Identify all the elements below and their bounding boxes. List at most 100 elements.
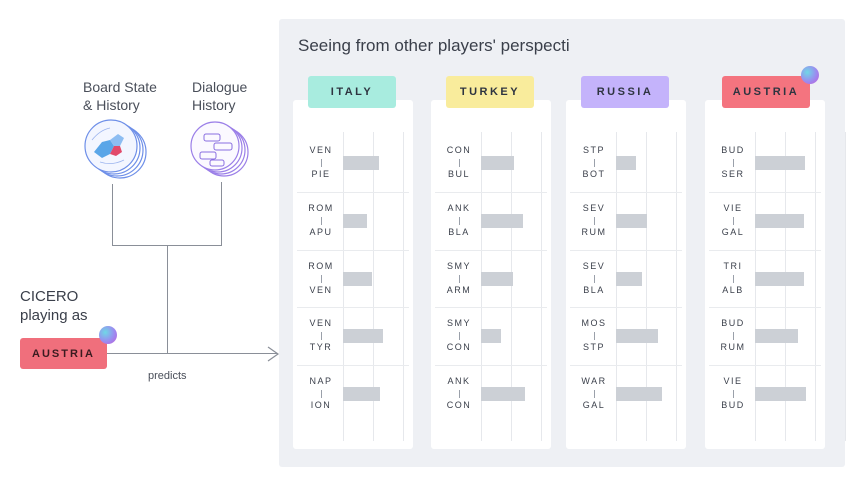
move-to-label: BOT [582,169,606,179]
move-from-label: STP [582,145,605,155]
row-separator [709,307,821,308]
predict-arrow-line [107,353,277,354]
down-connector [167,245,168,353]
probability-bar [481,214,523,228]
move-from-label: TRI [723,261,743,271]
panel-title: Seeing from other players' perspecti [298,36,570,55]
gridline [403,132,404,441]
move-connector [321,275,322,283]
probability-bar [755,329,798,343]
row-separator [709,192,821,193]
move-to-label: VEN [309,285,333,295]
move-connector [594,275,595,283]
gridline [845,132,846,441]
move-connector [459,275,460,283]
probability-bar [343,272,372,286]
probability-bar [343,156,379,170]
probability-bar [343,329,383,343]
move-connector [733,390,734,398]
move-connector [321,390,322,398]
gridline [755,132,756,441]
move-from-label: SEV [582,261,606,271]
move-from-label: ROM [308,203,334,213]
move-to-label: BUL [447,169,470,179]
move-to-label: ION [310,400,332,410]
gridline [343,132,344,441]
playing-country-badge: AUSTRIA [20,338,107,369]
move-to-label: BLA [583,285,605,295]
move-from-label: VIE [723,376,743,386]
row-separator [570,365,682,366]
austria-agent-icon [801,66,819,84]
move-to-label: SER [721,169,745,179]
probability-bar [616,387,662,401]
move-connector [321,159,322,167]
move-from-label: NAP [309,376,333,386]
gridline [481,132,482,441]
move-from-label: VEN [309,318,333,328]
row-separator [570,307,682,308]
gridline [646,132,647,441]
move-to-label: PIE [311,169,331,179]
probability-bar [481,329,501,343]
probability-bar [481,156,514,170]
move-connector [459,217,460,225]
probability-bar [755,387,806,401]
probability-bar [616,272,642,286]
row-separator [435,307,547,308]
move-from-label: SEV [582,203,606,213]
row-separator [297,365,409,366]
move-connector [733,217,734,225]
gridline [511,132,512,441]
move-from-label: VEN [309,145,333,155]
move-connector [733,159,734,167]
move-from-label: SMY [446,261,471,271]
cicero-label: CICERO playing as [20,288,88,324]
row-separator [570,250,682,251]
player-header-russia: RUSSIA [581,76,669,108]
board-state-label: Board State & History [83,79,157,113]
move-to-label: STP [582,342,605,352]
arrow-head-icon [266,346,280,367]
move-to-label: GAL [582,400,606,410]
move-from-label: BUD [721,145,745,155]
move-to-label: ARM [446,285,472,295]
row-separator [435,365,547,366]
probability-bar [755,156,805,170]
move-to-label: ALB [722,285,744,295]
move-to-label: RUM [720,342,746,352]
move-from-label: ROM [308,261,334,271]
move-from-label: BUD [721,318,745,328]
move-connector [459,390,460,398]
move-from-label: ANK [447,203,471,213]
row-separator [297,250,409,251]
move-from-label: ANK [447,376,471,386]
predicts-label: predicts [148,370,187,382]
row-separator [435,250,547,251]
gridline [373,132,374,441]
probability-bar [343,214,367,228]
probability-bar [481,272,513,286]
row-separator [709,250,821,251]
gridline [541,132,542,441]
probability-bar [616,329,658,343]
gridline [785,132,786,441]
move-connector [594,390,595,398]
player-header-turkey: TURKEY [446,76,534,108]
move-connector [733,275,734,283]
row-separator [570,192,682,193]
row-separator [435,192,547,193]
move-connector [594,159,595,167]
move-from-label: WAR [581,376,607,386]
move-connector [594,332,595,340]
move-to-label: CON [446,400,472,410]
gridline [676,132,677,441]
move-to-label: GAL [721,227,745,237]
board-state-map-icon [80,118,152,182]
probability-bar [755,272,804,286]
move-from-label: CON [446,145,472,155]
move-connector [459,159,460,167]
player-header-italy: ITALY [308,76,396,108]
gridline [616,132,617,441]
move-connector [594,217,595,225]
